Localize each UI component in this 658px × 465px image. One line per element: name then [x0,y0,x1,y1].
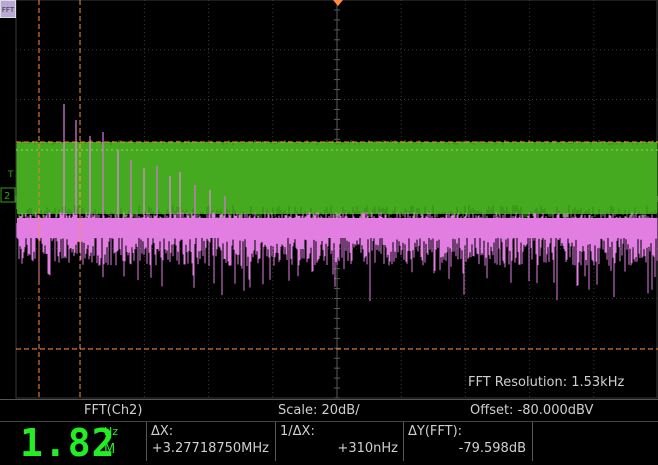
ch2-noise-core [17,218,657,238]
delta-x-label: ΔX: [151,424,174,439]
trigger-level-marker: T [7,170,14,180]
delta-x-cell: ΔX: +3.27718750MHz [146,422,275,461]
frequency-unit-hz: Hz [104,425,119,438]
fft-resolution-label: FFT Resolution: 1.53kHz [468,375,625,390]
delta-y-value: -79.598dB [458,441,526,456]
offset-label[interactable]: Offset: -80.000dBV [470,403,594,418]
scale-label[interactable]: Scale: 20dB/ [278,403,360,418]
measurement-bar: 1.82 Hz M ΔX: +3.27718750MHz 1/ΔX: +310n… [0,421,658,465]
trigger-position-marker[interactable] [333,0,343,6]
fft-band-texture [16,140,658,219]
frequency-readout: 1.82 Hz M [0,421,146,465]
fft-trace [16,140,658,219]
channel-2-marker: 2 [4,191,10,202]
fft-tab-label: FFT [1,6,15,14]
ch2-trace [16,104,658,302]
ch2-harmonic-spurs [63,104,226,222]
cursor-lines[interactable] [16,0,658,398]
frequency-unit-m: M [104,442,116,457]
fft-channel-tab[interactable]: FFT [0,0,16,18]
inverse-delta-x-value: +310nHz [337,441,398,456]
delta-x-value: +3.27718750MHz [151,441,269,456]
info-bar: FFT(Ch2) Scale: 20dB/ Offset: -80.000dBV [0,399,658,422]
fft-source-label[interactable]: FFT(Ch2) [84,403,143,418]
inverse-delta-x-label: 1/ΔX: [280,424,315,439]
delta-y-label: ΔY(FFT): [408,424,463,439]
inverse-delta-x-cell: 1/ΔX: +310nHz [275,422,404,461]
delta-y-cell: ΔY(FFT): -79.598dB [403,422,533,461]
frequency-value: 1.82 [20,421,116,465]
left-channel-markers[interactable]: T 2 [0,170,16,203]
